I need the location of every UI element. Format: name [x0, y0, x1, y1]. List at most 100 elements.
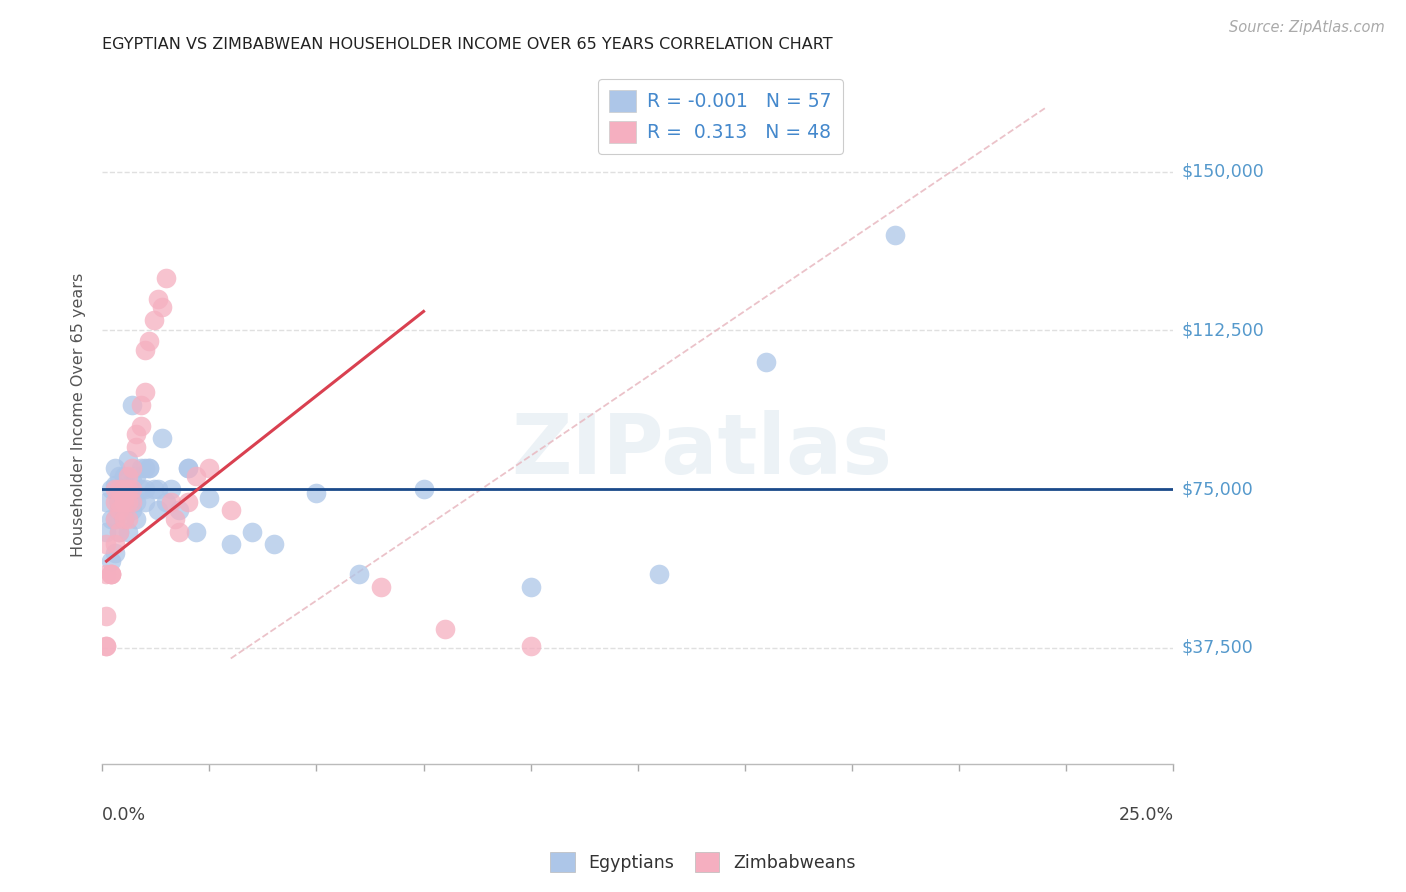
Point [150, 300, 173, 314]
Point [370, 580, 392, 594]
Point [96, 537, 118, 551]
Point [112, 469, 135, 483]
Legend: Egyptians, Zimbabweans: Egyptians, Zimbabweans [543, 845, 863, 879]
Text: $75,000: $75,000 [1181, 480, 1254, 498]
Point [100, 566, 122, 581]
Point [138, 461, 160, 475]
Y-axis label: Householder Income Over 65 years: Householder Income Over 65 years [72, 273, 86, 558]
Point [117, 495, 139, 509]
Point [125, 427, 148, 442]
Point [121, 461, 143, 475]
Point [142, 313, 165, 327]
Point [104, 482, 127, 496]
Point [134, 495, 156, 509]
Point [129, 418, 152, 433]
Point [169, 524, 191, 539]
Point [146, 503, 169, 517]
Point [108, 503, 131, 517]
Point [883, 228, 905, 243]
Point [219, 537, 242, 551]
Point [519, 639, 541, 653]
Point [108, 495, 131, 509]
Point [186, 524, 208, 539]
Point [104, 512, 127, 526]
Point [96, 609, 118, 624]
Text: $37,500: $37,500 [1181, 639, 1254, 657]
Point [104, 461, 127, 475]
Point [755, 355, 778, 369]
Point [121, 474, 143, 488]
Point [412, 482, 434, 496]
Text: $112,500: $112,500 [1181, 321, 1264, 340]
Point [104, 512, 127, 526]
Point [100, 512, 122, 526]
Point [117, 524, 139, 539]
Point [112, 512, 135, 526]
Point [117, 452, 139, 467]
Point [112, 491, 135, 505]
Point [104, 546, 127, 560]
Point [100, 566, 122, 581]
Point [117, 512, 139, 526]
Point [121, 398, 143, 412]
Point [519, 580, 541, 594]
Point [125, 512, 148, 526]
Point [349, 566, 371, 581]
Point [159, 495, 181, 509]
Point [100, 566, 122, 581]
Point [150, 431, 173, 445]
Text: $150,000: $150,000 [1181, 162, 1264, 181]
Point [108, 491, 131, 505]
Point [108, 495, 131, 509]
Point [112, 495, 135, 509]
Point [198, 461, 221, 475]
Point [96, 639, 118, 653]
Point [198, 491, 221, 505]
Point [263, 537, 285, 551]
Point [121, 482, 143, 496]
Point [125, 495, 148, 509]
Point [96, 524, 118, 539]
Point [117, 469, 139, 483]
Text: EGYPTIAN VS ZIMBABWEAN HOUSEHOLDER INCOME OVER 65 YEARS CORRELATION CHART: EGYPTIAN VS ZIMBABWEAN HOUSEHOLDER INCOM… [103, 37, 832, 53]
Point [155, 495, 177, 509]
Point [108, 469, 131, 483]
Point [433, 622, 456, 636]
Point [138, 334, 160, 348]
Point [186, 469, 208, 483]
Point [177, 461, 200, 475]
Point [117, 482, 139, 496]
Point [134, 343, 156, 357]
Point [169, 503, 191, 517]
Point [112, 503, 135, 517]
Point [305, 486, 328, 500]
Legend: R = -0.001   N = 57, R =  0.313   N = 48: R = -0.001 N = 57, R = 0.313 N = 48 [598, 78, 842, 154]
Point [165, 512, 187, 526]
Point [121, 495, 143, 509]
Point [96, 495, 118, 509]
Point [240, 524, 263, 539]
Text: 0.0%: 0.0% [103, 806, 146, 824]
Text: ZIPatlas: ZIPatlas [512, 409, 893, 491]
Point [104, 495, 127, 509]
Point [129, 398, 152, 412]
Point [648, 566, 671, 581]
Point [104, 478, 127, 492]
Point [177, 461, 200, 475]
Text: Source: ZipAtlas.com: Source: ZipAtlas.com [1229, 20, 1385, 35]
Point [177, 495, 200, 509]
Point [108, 524, 131, 539]
Point [125, 469, 148, 483]
Point [121, 503, 143, 517]
Point [100, 482, 122, 496]
Point [134, 461, 156, 475]
Text: 25.0%: 25.0% [1118, 806, 1174, 824]
Point [155, 270, 177, 285]
Point [138, 461, 160, 475]
Point [129, 482, 152, 496]
Point [112, 482, 135, 496]
Point [159, 482, 181, 496]
Point [104, 537, 127, 551]
Point [117, 482, 139, 496]
Point [142, 482, 165, 496]
